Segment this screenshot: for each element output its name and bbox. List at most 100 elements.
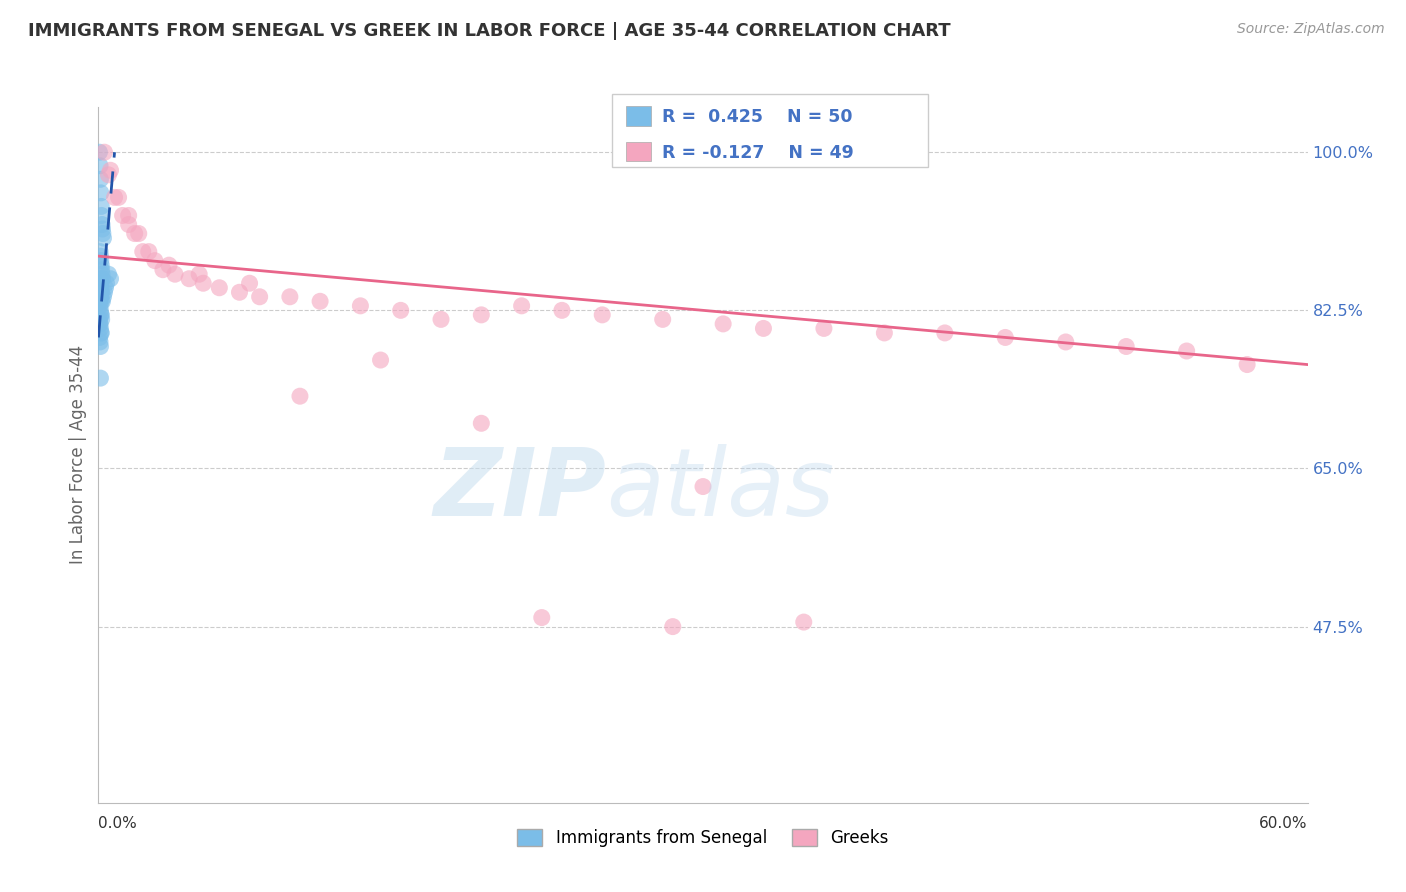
Point [1054,334,1077,349]
Point [94,281,117,295]
Point [163,267,186,281]
Point [249,290,271,304]
Point [651,312,673,326]
Text: R =  0.425    N = 50: R = 0.425 N = 50 [662,108,852,126]
Point [994,330,1017,344]
Point [89,330,111,344]
Point [89,172,111,186]
Point [132,244,155,259]
Point [752,321,775,335]
Text: R = -0.127    N = 49: R = -0.127 N = 49 [662,144,853,161]
Point [111,209,134,223]
Point [90,186,112,200]
Point [1236,358,1258,372]
Point [91,218,114,232]
Point [179,271,201,285]
Point [1115,339,1137,353]
Point [89,145,111,160]
Point [239,277,262,291]
Point [138,244,160,259]
Point [349,299,371,313]
Point [118,209,141,223]
Point [188,267,211,281]
Point [124,227,146,241]
Point [93,231,115,245]
Point [89,299,111,313]
Point [193,277,215,291]
Point [89,271,111,285]
Point [93,290,115,304]
Point [103,190,125,204]
Point [228,285,250,300]
Point [278,290,301,304]
Point [118,218,141,232]
Point [89,159,111,173]
Point [89,317,111,331]
Point [591,308,613,322]
Point [91,294,114,309]
Legend: Immigrants from Senegal, Greeks: Immigrants from Senegal, Greeks [510,822,896,854]
Point [370,353,392,368]
Point [89,371,111,385]
Point [934,326,956,340]
Point [90,209,112,223]
Point [90,326,112,340]
Text: ZIP: ZIP [433,443,606,536]
Point [90,294,112,309]
Point [551,303,574,318]
Point [430,312,453,326]
Text: 60.0%: 60.0% [1260,816,1308,831]
Point [793,615,815,629]
Point [107,190,129,204]
Point [470,417,492,431]
Point [90,326,112,340]
Point [510,299,533,313]
Point [100,271,122,285]
Point [692,479,714,493]
Point [89,290,111,304]
Point [662,619,685,633]
Point [309,294,332,309]
Point [91,222,114,236]
Point [96,277,118,291]
Point [89,294,111,309]
Point [91,227,114,241]
Point [530,610,553,624]
Point [90,253,112,268]
Point [90,308,112,322]
Point [89,281,111,295]
Point [288,389,311,403]
Point [813,321,835,335]
Point [89,303,111,318]
Point [89,334,111,349]
Point [89,277,111,291]
Point [470,308,492,322]
Point [89,277,111,291]
Text: IMMIGRANTS FROM SENEGAL VS GREEK IN LABOR FORCE | AGE 35-44 CORRELATION CHART: IMMIGRANTS FROM SENEGAL VS GREEK IN LABO… [28,22,950,40]
Point [711,317,734,331]
Point [90,285,112,300]
Point [89,285,111,300]
Point [1175,344,1198,359]
Text: atlas: atlas [606,444,835,535]
Point [152,262,174,277]
Point [91,271,114,285]
Point [90,199,112,213]
Text: Source: ZipAtlas.com: Source: ZipAtlas.com [1237,22,1385,37]
Point [89,249,111,263]
Text: 0.0%: 0.0% [98,816,138,831]
Point [93,285,115,300]
Point [100,163,122,178]
Point [143,253,166,268]
Point [873,326,896,340]
Point [91,267,114,281]
Point [89,317,111,331]
Point [90,290,112,304]
Point [90,262,112,277]
Point [90,308,112,322]
Point [389,303,412,318]
Point [90,312,112,326]
Point [97,168,120,182]
Point [93,145,115,160]
Point [89,339,111,353]
